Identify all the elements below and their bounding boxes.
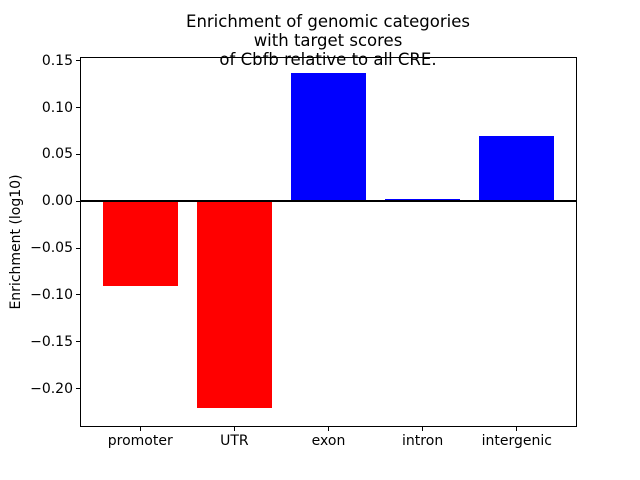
x-tick-label-exon: exon [311, 433, 346, 449]
x-tick-mark-intron [422, 427, 424, 431]
y-tick-mark [76, 388, 80, 390]
y-tick-mark [76, 341, 80, 343]
bar-promoter [102, 201, 178, 287]
y-tick-mark [76, 60, 80, 62]
bar-intergenic [479, 135, 555, 202]
y-tick-label: 0.05 [41, 146, 73, 163]
y-tick-mark [76, 200, 80, 202]
zero-line [80, 200, 577, 203]
x-tick-mark-promoter [139, 427, 141, 431]
x-tick-mark-exon [328, 427, 329, 431]
y-tick-label: −0.15 [30, 333, 73, 350]
y-tick-label: 0.15 [41, 52, 73, 69]
y-tick-mark [76, 107, 80, 109]
y-tick-label: −0.20 [30, 380, 73, 397]
x-tick-mark-intergenic [516, 427, 518, 431]
axes: promoter UTR exon intron intergenic 0.15 0.10 0… [30, 53, 577, 449]
x-tick-label-intron: intron [402, 433, 444, 449]
y-tick-mark [76, 153, 80, 155]
chart-title: Enrichment of genomic categories with ta… [186, 12, 470, 69]
x-tick-label-UTR: UTR [220, 433, 249, 449]
x-tick-label-promoter: promoter [107, 433, 173, 449]
y-tick-mark [76, 294, 80, 296]
y-tick-label: 0.10 [41, 99, 73, 116]
bar-exon [290, 72, 367, 202]
x-tick-mark-UTR [233, 427, 235, 431]
x-tick-label-intergenic: intergenic [481, 433, 552, 449]
y-tick-label: 0.00 [41, 193, 73, 210]
y-tick-mark [76, 247, 80, 249]
y-tick-label: −0.05 [30, 240, 73, 257]
bar-UTR [196, 201, 273, 409]
y-tick-label: −0.10 [30, 286, 73, 303]
